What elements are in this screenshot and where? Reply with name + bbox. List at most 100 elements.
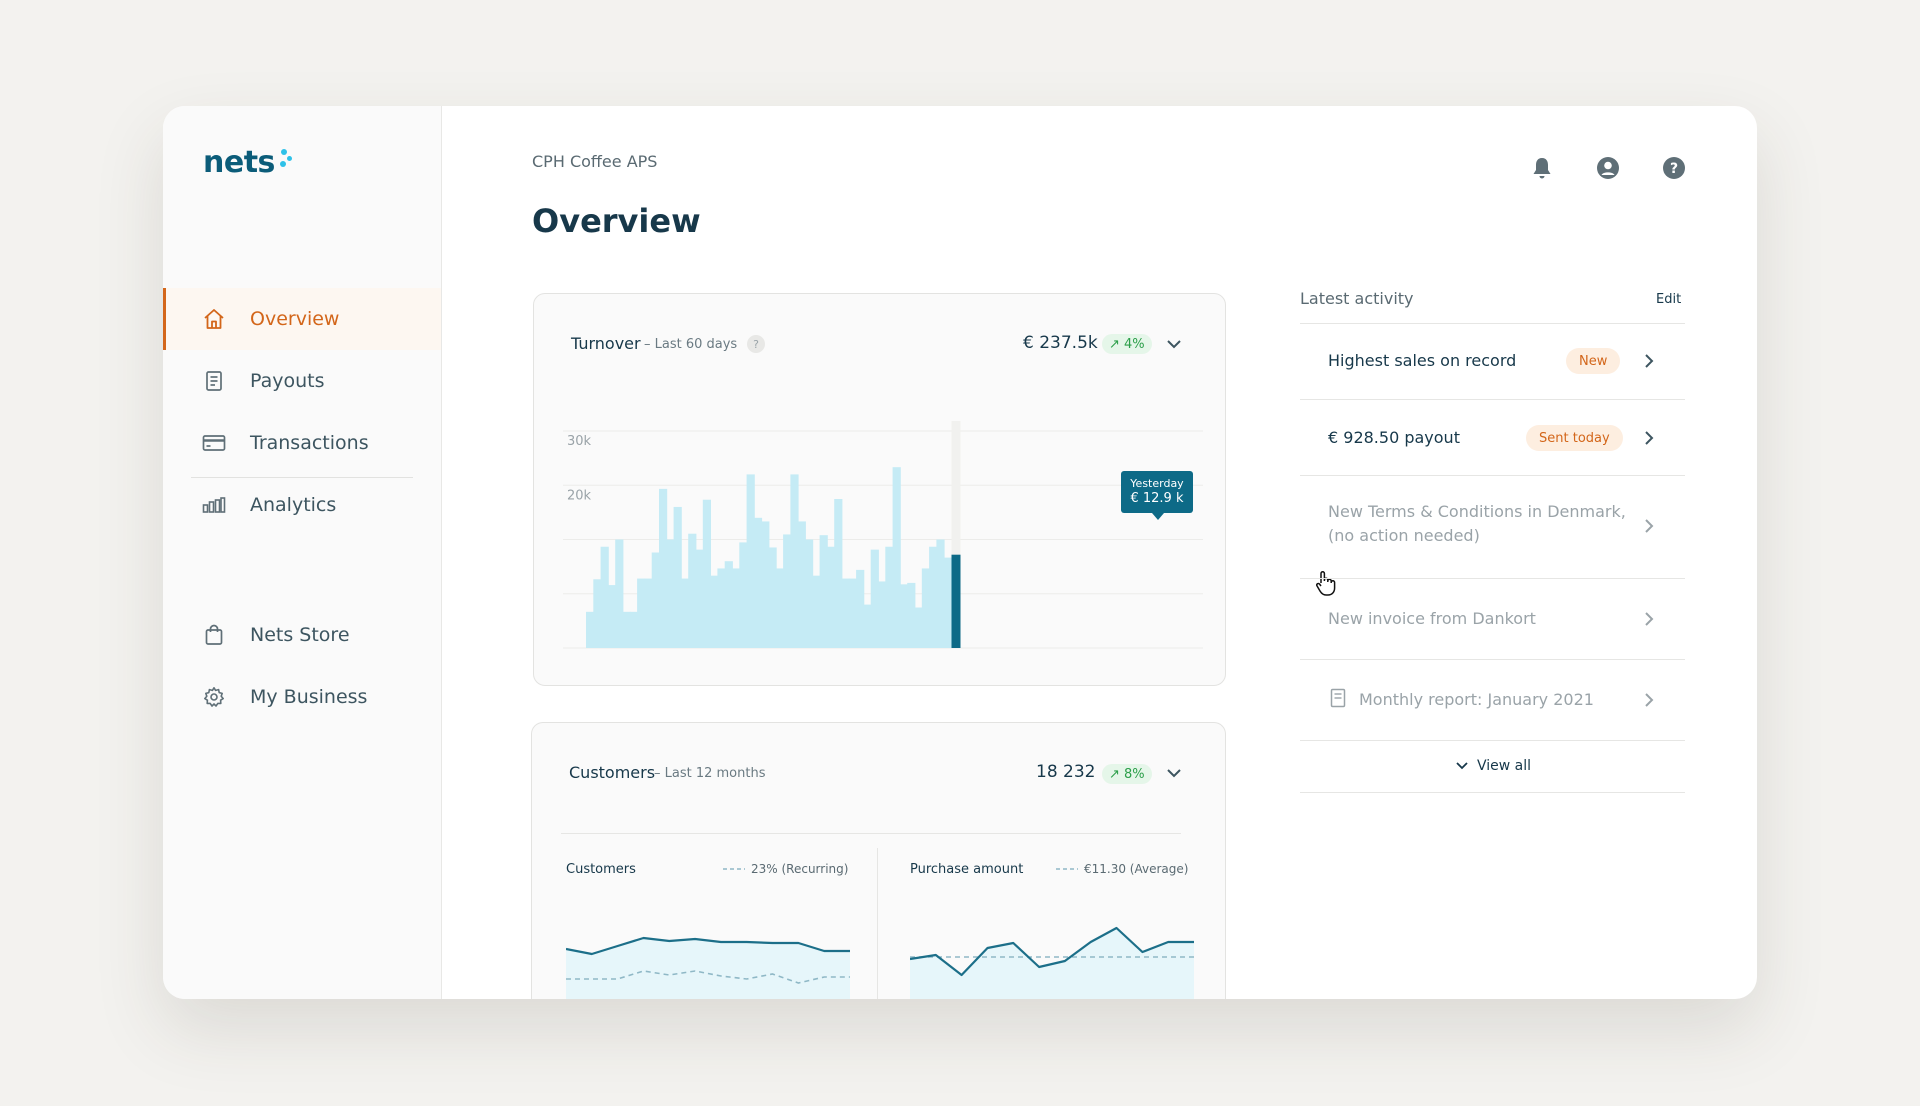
bar[interactable] xyxy=(921,568,930,648)
bar[interactable] xyxy=(753,517,763,648)
turnover-value: € 237.5k xyxy=(1023,333,1098,353)
bar[interactable] xyxy=(914,607,923,648)
bar[interactable] xyxy=(593,579,602,648)
bar[interactable] xyxy=(702,499,711,648)
help-icon[interactable]: ? xyxy=(1660,154,1688,182)
chevron-right-icon xyxy=(1645,519,1654,533)
sidebar-item-transactions[interactable]: Transactions xyxy=(163,412,441,474)
sidebar-item-payouts[interactable]: Payouts xyxy=(163,350,441,412)
activity-item[interactable]: New Terms & Conditions in Denmark, (no a… xyxy=(1300,476,1685,576)
activity-item[interactable]: € 928.50 payout Sent today xyxy=(1300,400,1685,475)
bar[interactable] xyxy=(622,611,631,648)
sidebar-item-analytics[interactable]: Analytics xyxy=(163,474,441,536)
activity-divider xyxy=(1300,475,1685,476)
bar[interactable] xyxy=(724,561,733,648)
sidebar-item-label: Payouts xyxy=(250,370,325,392)
bar[interactable] xyxy=(629,611,638,648)
mini-chart-title: Purchase amount xyxy=(910,862,1024,877)
series-line-dashed xyxy=(566,970,850,984)
activity-item[interactable]: Monthly report: January 2021 xyxy=(1300,660,1685,739)
bar[interactable] xyxy=(885,546,894,648)
bar[interactable] xyxy=(673,506,682,648)
bar[interactable] xyxy=(637,578,646,648)
sidebar-item-label: Analytics xyxy=(250,494,337,516)
bar[interactable] xyxy=(680,578,690,648)
bar[interactable] xyxy=(739,542,748,648)
bar[interactable] xyxy=(615,539,624,649)
bar[interactable] xyxy=(936,539,945,649)
chevron-right-icon xyxy=(1645,354,1654,368)
sidebar-item-nets-store[interactable]: Nets Store xyxy=(163,604,441,666)
series-line xyxy=(566,936,850,956)
svg-text:?: ? xyxy=(1670,161,1678,177)
bar[interactable] xyxy=(688,533,697,648)
card-icon xyxy=(202,431,226,455)
bar[interactable] xyxy=(892,467,901,648)
bar[interactable] xyxy=(717,568,726,648)
bar[interactable] xyxy=(586,611,595,648)
turnover-chart: 30k 20k xyxy=(563,421,1203,649)
customers-change-badge: ↗ 8% xyxy=(1102,764,1152,784)
bar[interactable] xyxy=(775,568,784,648)
bar[interactable] xyxy=(783,534,792,648)
bar[interactable] xyxy=(907,582,916,648)
activity-text: New invoice from Dankort xyxy=(1328,609,1536,628)
turnover-subtitle: – Last 60 days xyxy=(644,337,738,352)
bar[interactable] xyxy=(899,584,909,648)
bar[interactable] xyxy=(761,521,770,648)
bar-highlighted[interactable] xyxy=(951,554,961,648)
bar[interactable] xyxy=(790,474,799,648)
bar[interactable] xyxy=(768,547,777,648)
bar[interactable] xyxy=(856,569,865,648)
bar[interactable] xyxy=(943,557,952,648)
y-tick-label: 30k xyxy=(567,434,592,449)
page-title: Overview xyxy=(532,202,701,240)
bar[interactable] xyxy=(819,535,828,648)
bar[interactable] xyxy=(878,581,887,648)
bar[interactable] xyxy=(812,575,821,648)
bar[interactable] xyxy=(863,604,872,648)
bar[interactable] xyxy=(805,539,814,649)
logo-text: nets xyxy=(203,144,275,180)
chevron-down-icon[interactable] xyxy=(1165,764,1183,782)
activity-item[interactable]: New invoice from Dankort xyxy=(1300,579,1685,658)
bar[interactable] xyxy=(659,488,668,648)
bar[interactable] xyxy=(666,539,675,649)
chevron-down-icon[interactable] xyxy=(1165,335,1183,353)
user-icon[interactable] xyxy=(1594,154,1622,182)
bar[interactable] xyxy=(826,546,836,648)
view-all-label: View all xyxy=(1477,758,1532,774)
bar[interactable] xyxy=(600,546,609,648)
activity-title: Latest activity xyxy=(1300,289,1414,308)
bar[interactable] xyxy=(841,578,850,648)
bar[interactable] xyxy=(870,549,879,648)
sidebar-item-my-business[interactable]: My Business xyxy=(163,666,441,728)
bar[interactable] xyxy=(797,521,806,648)
sidebar-item-overview[interactable]: Overview xyxy=(163,288,441,350)
bar[interactable] xyxy=(746,474,755,648)
bar[interactable] xyxy=(732,568,741,648)
activity-divider xyxy=(1300,740,1685,741)
status-badge: Sent today xyxy=(1526,425,1623,451)
bar[interactable] xyxy=(834,498,843,648)
customers-subtitle: – Last 12 months xyxy=(654,766,766,781)
bar[interactable] xyxy=(929,546,938,648)
bar[interactable] xyxy=(710,575,719,648)
bar[interactable] xyxy=(651,552,660,648)
sidebar-divider xyxy=(191,477,413,478)
activity-divider xyxy=(1300,578,1685,579)
bar[interactable] xyxy=(695,549,704,648)
bell-icon[interactable] xyxy=(1528,154,1556,182)
bar-chart-icon xyxy=(202,493,226,517)
help-badge[interactable]: ? xyxy=(747,335,765,353)
bar[interactable] xyxy=(644,578,653,648)
customers-divider xyxy=(561,833,1181,834)
edit-link[interactable]: Edit xyxy=(1656,292,1682,307)
view-all-button[interactable]: View all xyxy=(1455,758,1531,774)
area-fill xyxy=(566,938,850,999)
activity-item[interactable]: Highest sales on record New xyxy=(1300,324,1685,399)
mini-chart-title: Customers xyxy=(566,862,636,877)
bar[interactable] xyxy=(607,585,617,648)
bar[interactable] xyxy=(848,578,857,648)
nets-logo[interactable]: nets xyxy=(203,142,296,182)
